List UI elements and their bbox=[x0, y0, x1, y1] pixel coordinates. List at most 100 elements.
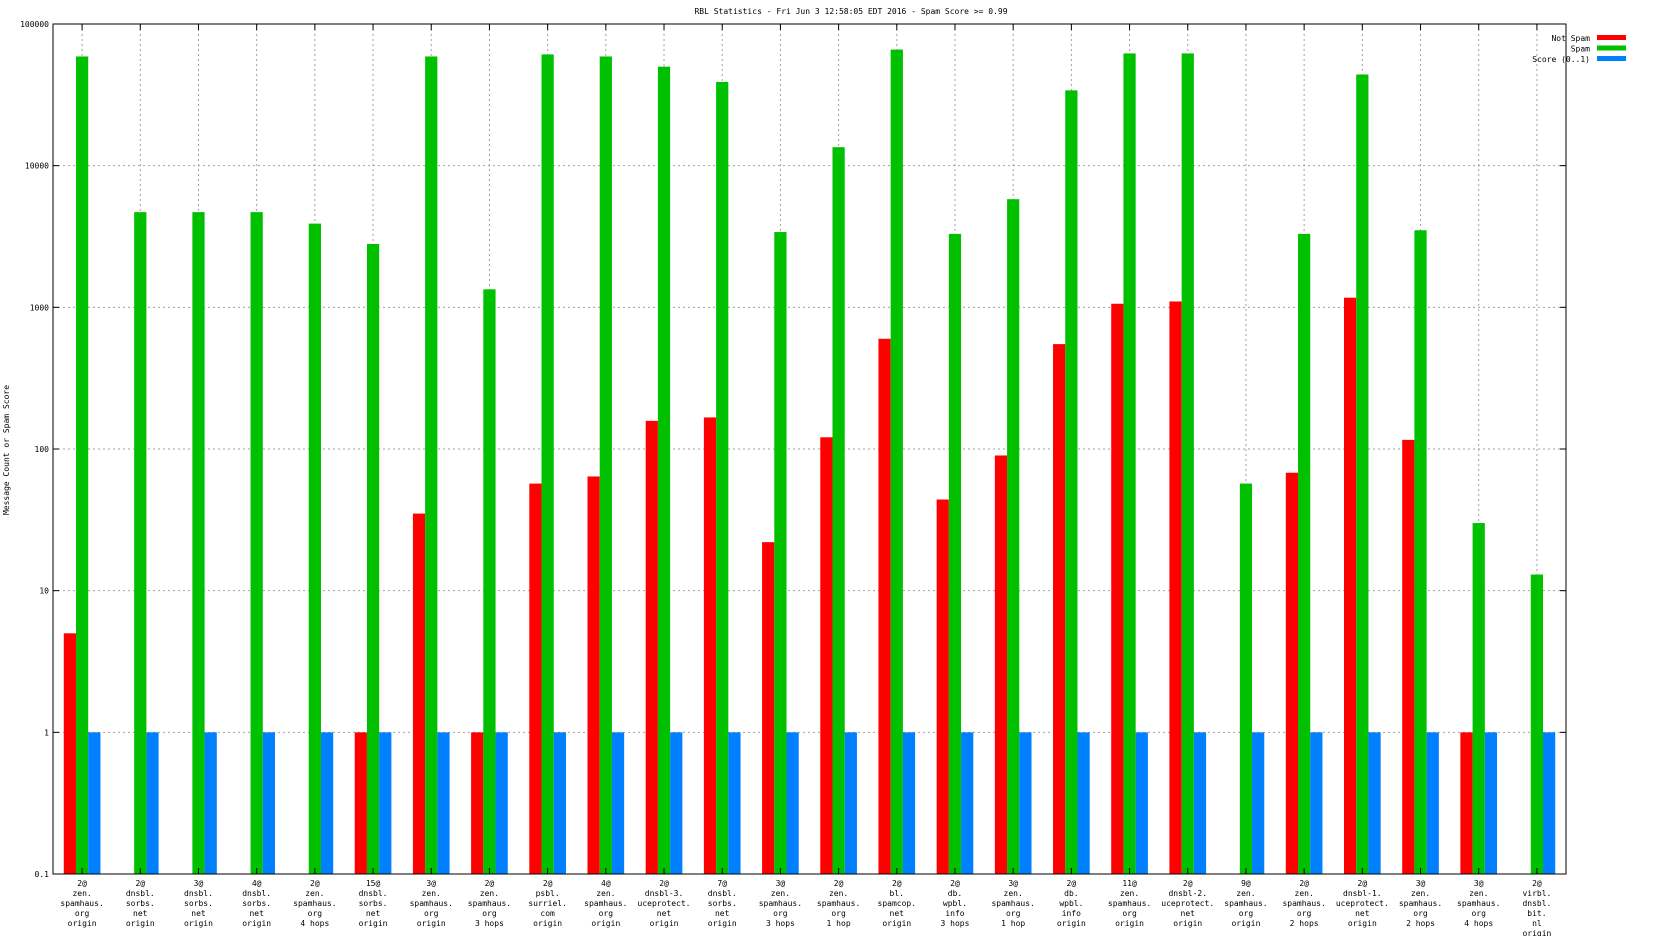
bar-not-spam bbox=[1053, 344, 1066, 874]
bar-score-0-1 bbox=[1543, 732, 1556, 874]
x-tick-label: 4@ zen. spamhaus. org origin bbox=[584, 879, 627, 928]
x-tick-label: 2@ zen. spamhaus. org origin bbox=[60, 879, 103, 928]
bar-score-0-1 bbox=[204, 732, 217, 874]
bar-spam bbox=[1239, 483, 1253, 874]
bar-spam bbox=[657, 66, 671, 874]
y-axis-label: Message Count or Spam Score bbox=[2, 385, 11, 515]
bar-score-0-1 bbox=[146, 732, 159, 874]
bar-spam bbox=[948, 233, 962, 874]
bar-spam bbox=[1530, 574, 1544, 874]
bar-not-spam bbox=[1343, 297, 1357, 874]
x-tick-label: 2@ zen. spamhaus. org 4 hops bbox=[293, 879, 336, 928]
bar-not-spam bbox=[1111, 303, 1124, 875]
x-tick-label: 2@ db. wpbl. info origin bbox=[1057, 879, 1086, 928]
bar-not-spam bbox=[63, 633, 76, 874]
bar-not-spam bbox=[936, 499, 949, 874]
bar-not-spam bbox=[1460, 732, 1473, 874]
y-tick-label: 10000 bbox=[25, 162, 49, 171]
legend-label: Not Spam bbox=[1551, 34, 1590, 43]
bar-score-0-1 bbox=[728, 732, 741, 874]
x-tick-label: 3@ zen. spamhaus. org 2 hops bbox=[1399, 879, 1442, 928]
x-tick-label: 2@ dnsbl-3. uceprotect. net origin bbox=[638, 879, 691, 928]
bar-spam bbox=[75, 56, 89, 874]
bar-score-0-1 bbox=[1426, 732, 1439, 874]
bar-spam bbox=[250, 212, 263, 874]
x-tick-label: 2@ dnsbl-1. uceprotect. net origin bbox=[1336, 879, 1389, 928]
x-tick-label: 3@ zen. spamhaus. org origin bbox=[410, 879, 453, 928]
bar-score-0-1 bbox=[1135, 732, 1148, 874]
bar-spam bbox=[192, 212, 205, 874]
x-axis-tick-labels: 2@ zen. spamhaus. org origin 2@ dnsbl. sorbs. ne… bbox=[60, 24, 1552, 936]
bar-score-0-1 bbox=[611, 732, 625, 874]
bar-score-0-1 bbox=[1368, 732, 1381, 874]
x-tick-label: 2@ zen. spamhaus. org 3 hops bbox=[468, 879, 511, 928]
x-tick-label: 3@ zen. spamhaus. org 3 hops bbox=[759, 879, 802, 928]
bar-spam bbox=[716, 81, 729, 875]
bar-not-spam bbox=[1285, 472, 1299, 874]
y-tick-label: 100000 bbox=[20, 20, 49, 29]
legend-swatch bbox=[1597, 45, 1626, 51]
y-tick-label: 0.1 bbox=[35, 870, 50, 879]
bar-not-spam bbox=[354, 732, 367, 874]
bar-spam bbox=[774, 232, 787, 875]
x-tick-label: 11@ zen. spamhaus. org origin bbox=[1108, 879, 1151, 928]
bar-spam bbox=[1181, 53, 1194, 874]
bar-not-spam bbox=[529, 483, 542, 874]
bar-spam bbox=[366, 243, 380, 874]
bar-score-0-1 bbox=[1193, 732, 1207, 874]
x-tick-label: 3@ dnsbl. sorbs. net origin bbox=[184, 879, 213, 928]
bar-spam bbox=[1298, 233, 1311, 874]
bar-score-0-1 bbox=[379, 732, 392, 874]
bar-not-spam bbox=[878, 338, 891, 874]
bar-score-0-1 bbox=[262, 732, 276, 874]
y-tick-label: 1 bbox=[44, 728, 49, 737]
bar-spam bbox=[308, 223, 321, 874]
bar-score-0-1 bbox=[844, 732, 857, 874]
bar-not-spam bbox=[471, 732, 484, 874]
y-tick-label: 100 bbox=[35, 445, 50, 454]
y-axis-ticks: 0.1 1 10 100 1000 10000 100000 bbox=[20, 20, 1566, 879]
bar-series bbox=[63, 49, 1556, 875]
x-tick-label: 2@ bl. spamcop. net origin bbox=[878, 879, 917, 928]
bar-score-0-1 bbox=[961, 732, 974, 874]
bar-score-0-1 bbox=[1310, 732, 1323, 874]
legend-swatch bbox=[1597, 35, 1626, 40]
bar-score-0-1 bbox=[1484, 732, 1498, 874]
bar-score-0-1 bbox=[1019, 732, 1032, 874]
bar-spam bbox=[1007, 199, 1020, 874]
bar-score-0-1 bbox=[88, 732, 101, 874]
bar-score-0-1 bbox=[902, 732, 916, 874]
bar-spam bbox=[1065, 90, 1078, 874]
x-tick-label: 2@ zen. spamhaus. org 2 hops bbox=[1282, 879, 1325, 928]
grid-lines bbox=[53, 24, 1566, 874]
bar-not-spam bbox=[412, 513, 426, 874]
legend-swatch bbox=[1597, 56, 1626, 61]
bar-spam bbox=[1356, 74, 1369, 875]
x-tick-label: 2@ db. wpbl. info 3 hops bbox=[941, 879, 970, 928]
x-tick-label: 2@ psbl. surriel. com origin bbox=[528, 879, 567, 928]
x-tick-label: 15@ dnsbl. sorbs. net origin bbox=[359, 879, 388, 928]
bar-not-spam bbox=[820, 437, 833, 874]
bar-spam bbox=[134, 212, 147, 874]
x-tick-label: 2@ dnsbl-2. uceprotect. net origin bbox=[1161, 879, 1214, 928]
bar-spam bbox=[541, 54, 554, 874]
bar-score-0-1 bbox=[670, 732, 683, 874]
bar-score-0-1 bbox=[320, 732, 334, 874]
x-tick-label: 2@ zen. spamhaus. org 1 hop bbox=[817, 879, 860, 928]
bar-not-spam bbox=[994, 455, 1008, 874]
bar-spam bbox=[1472, 523, 1485, 874]
bar-spam bbox=[425, 56, 438, 874]
bar-spam bbox=[890, 49, 903, 874]
x-tick-label: 2@ dnsbl. sorbs. net origin bbox=[126, 879, 155, 928]
chart-title: RBL Statistics - Fri Jun 3 12:58:05 EDT … bbox=[694, 7, 1007, 16]
plot-frame bbox=[52, 23, 1567, 875]
bar-score-0-1 bbox=[786, 732, 799, 874]
bar-score-0-1 bbox=[1252, 732, 1265, 874]
bar-not-spam bbox=[1169, 301, 1182, 874]
x-tick-label: 3@ zen. spamhaus. org 4 hops bbox=[1457, 879, 1500, 928]
legend-label: Score (0..1) bbox=[1532, 55, 1590, 64]
bar-not-spam bbox=[703, 417, 717, 874]
bar-not-spam bbox=[587, 476, 600, 874]
